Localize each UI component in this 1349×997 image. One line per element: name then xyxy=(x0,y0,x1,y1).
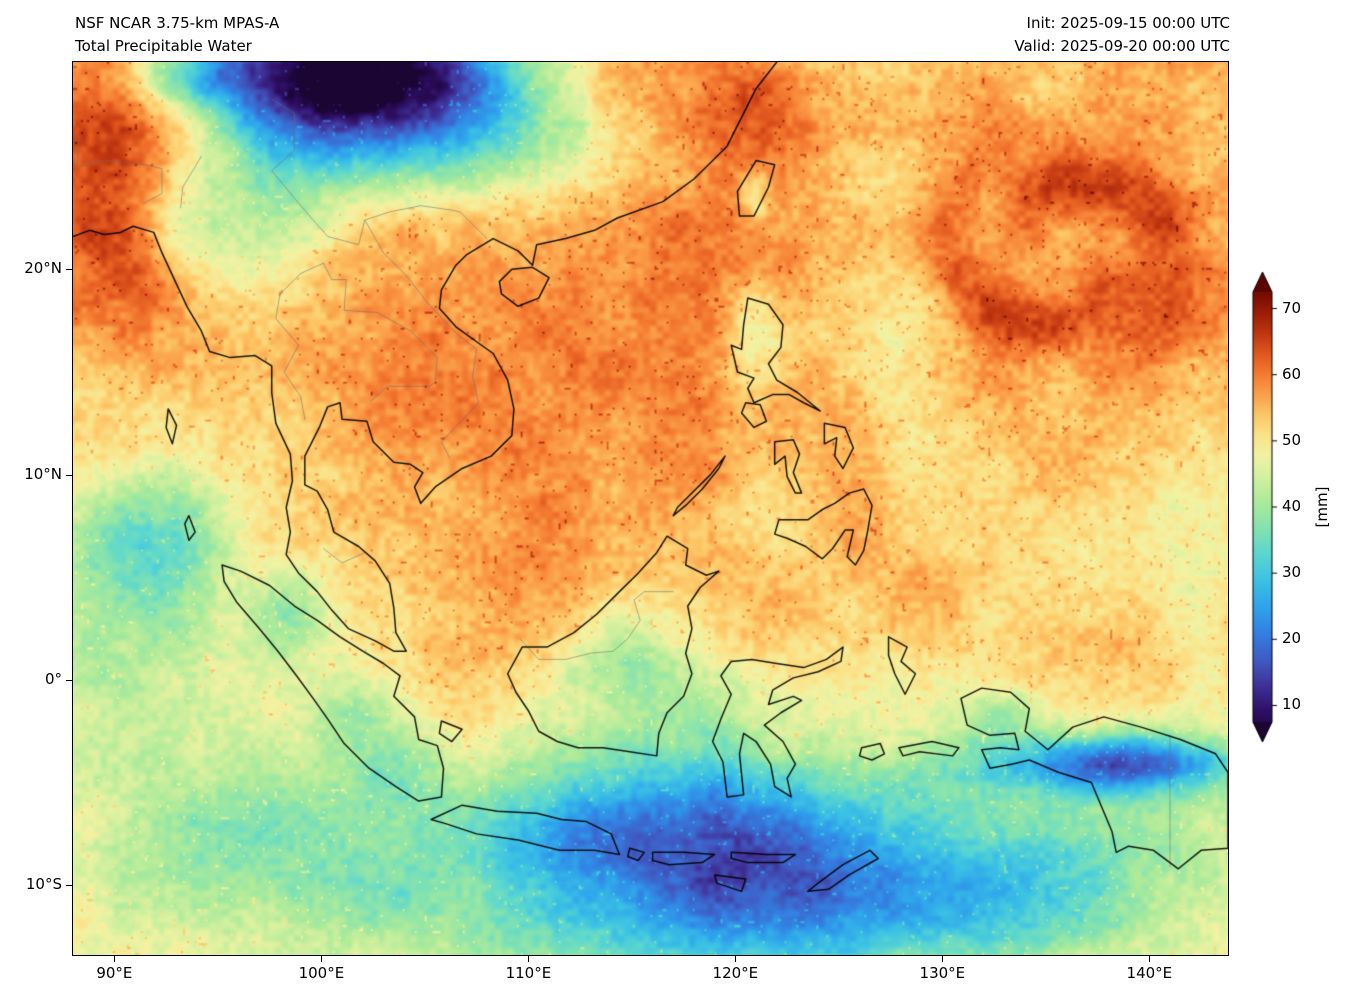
colorbar xyxy=(1250,270,1278,744)
model-title: NSF NCAR 3.75-km MPAS-A xyxy=(75,14,280,32)
coastlines-overlay-canvas xyxy=(73,62,1228,955)
x-tick-label: 90°E xyxy=(96,964,133,982)
title-block: NSF NCAR 3.75-km MPAS-A Total Precipitab… xyxy=(75,12,279,58)
y-tick-mark xyxy=(66,885,72,887)
y-tick-label: 0° xyxy=(44,669,62,688)
colorbar-tick-label: 70 xyxy=(1282,298,1302,317)
time-block: Init: 2025-09-15 00:00 UTC Valid: 2025-0… xyxy=(1014,12,1230,58)
y-tick-mark xyxy=(66,679,72,681)
x-tick-label: 130°E xyxy=(919,964,966,982)
colorbar-tick-label: 40 xyxy=(1282,497,1302,515)
x-tick-mark xyxy=(528,956,530,962)
field-title: Total Precipitable Water xyxy=(75,37,252,55)
x-tick-label: 140°E xyxy=(1126,964,1173,982)
x-tick-mark xyxy=(942,956,944,962)
y-tick-label: 10°N xyxy=(24,464,62,483)
colorbar-tick-label: 50 xyxy=(1282,430,1302,449)
colorbar-unit-label: [mm] xyxy=(1313,486,1331,528)
colorbar-tick-label: 30 xyxy=(1282,563,1302,582)
x-tick-mark xyxy=(735,956,737,962)
x-tick-mark xyxy=(114,956,116,962)
valid-time: Valid: 2025-09-20 00:00 UTC xyxy=(1014,37,1230,55)
colorbar-tick-label: 20 xyxy=(1282,629,1302,648)
y-tick-mark xyxy=(66,269,72,271)
y-tick-label: 20°N xyxy=(24,259,62,278)
x-tick-label: 120°E xyxy=(712,964,759,982)
x-tick-label: 100°E xyxy=(298,964,345,982)
map-plot xyxy=(72,61,1229,956)
x-tick-mark xyxy=(321,956,323,962)
y-tick-label: 10°S xyxy=(25,875,62,894)
colorbar-tick-label: 10 xyxy=(1282,695,1302,714)
x-tick-label: 110°E xyxy=(505,964,552,982)
colorbar-tick-label: 60 xyxy=(1282,364,1302,383)
x-tick-mark xyxy=(1149,956,1151,962)
init-time: Init: 2025-09-15 00:00 UTC xyxy=(1026,14,1230,32)
y-tick-mark xyxy=(66,474,72,476)
